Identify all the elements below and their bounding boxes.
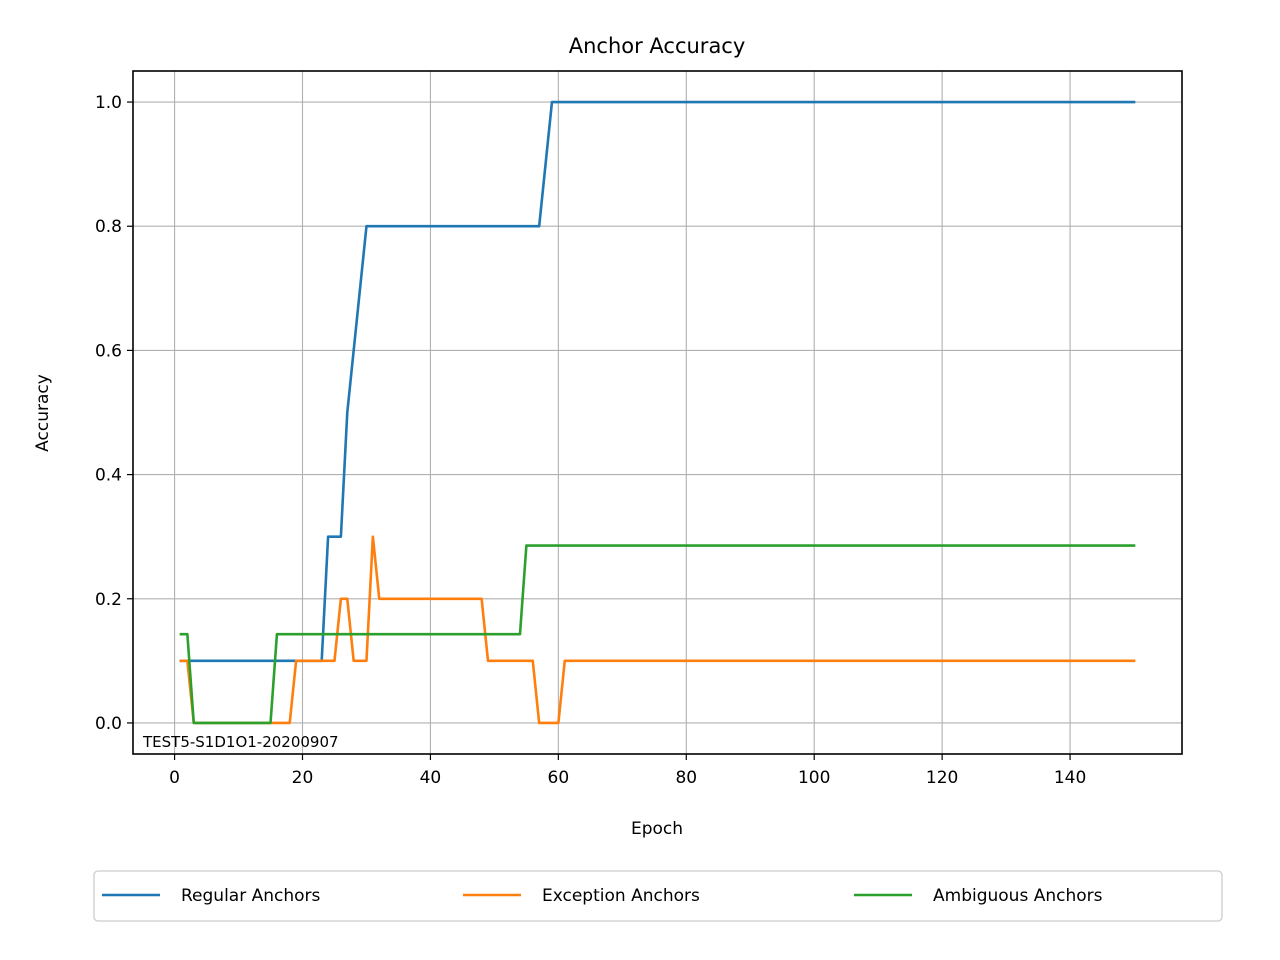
ticks-layer: 0 20 40 60 80 100 120 140 0.0 0.2 0.4 0.6 0.8 1.0 (95, 93, 1086, 788)
legend-box (93, 870, 1223, 922)
x-tick-label: 120 (926, 768, 958, 788)
run-id-annotation: TEST5-S1D1O1-20200907 (142, 733, 339, 751)
grid-layer (133, 71, 1182, 754)
legend: Regular Anchors Exception Anchors Ambiguou… (93, 870, 1223, 922)
x-tick-label: 80 (675, 768, 697, 788)
y-tick-label: 0.0 (95, 714, 122, 734)
legend-label: Exception Anchors (542, 886, 700, 906)
y-axis-label: Accuracy (33, 374, 53, 452)
y-tick-label: 0.2 (95, 590, 122, 610)
series-line-exception-anchors (179, 535, 1136, 725)
legend-label: Ambiguous Anchors (933, 886, 1103, 906)
y-tick-label: 0.6 (95, 341, 122, 361)
y-tick-label: 0.4 (95, 466, 122, 486)
series-layer (179, 100, 1136, 725)
x-tick-label: 20 (292, 768, 314, 788)
y-tick-label: 1.0 (95, 93, 122, 113)
plot-frame (132, 70, 1183, 755)
x-tick-label: 140 (1054, 768, 1086, 788)
chart-title: Anchor Accuracy (569, 34, 746, 58)
y-tick-label: 0.8 (95, 217, 122, 237)
x-tick-label: 0 (169, 768, 180, 788)
series-line-regular-anchors (179, 100, 1136, 663)
x-tick-label: 60 (548, 768, 570, 788)
x-tick-label: 100 (798, 768, 830, 788)
x-tick-label: 40 (420, 768, 442, 788)
legend-label: Regular Anchors (181, 886, 321, 906)
x-axis-label: Epoch (631, 819, 683, 839)
series-line-ambiguous-anchors (179, 544, 1136, 725)
